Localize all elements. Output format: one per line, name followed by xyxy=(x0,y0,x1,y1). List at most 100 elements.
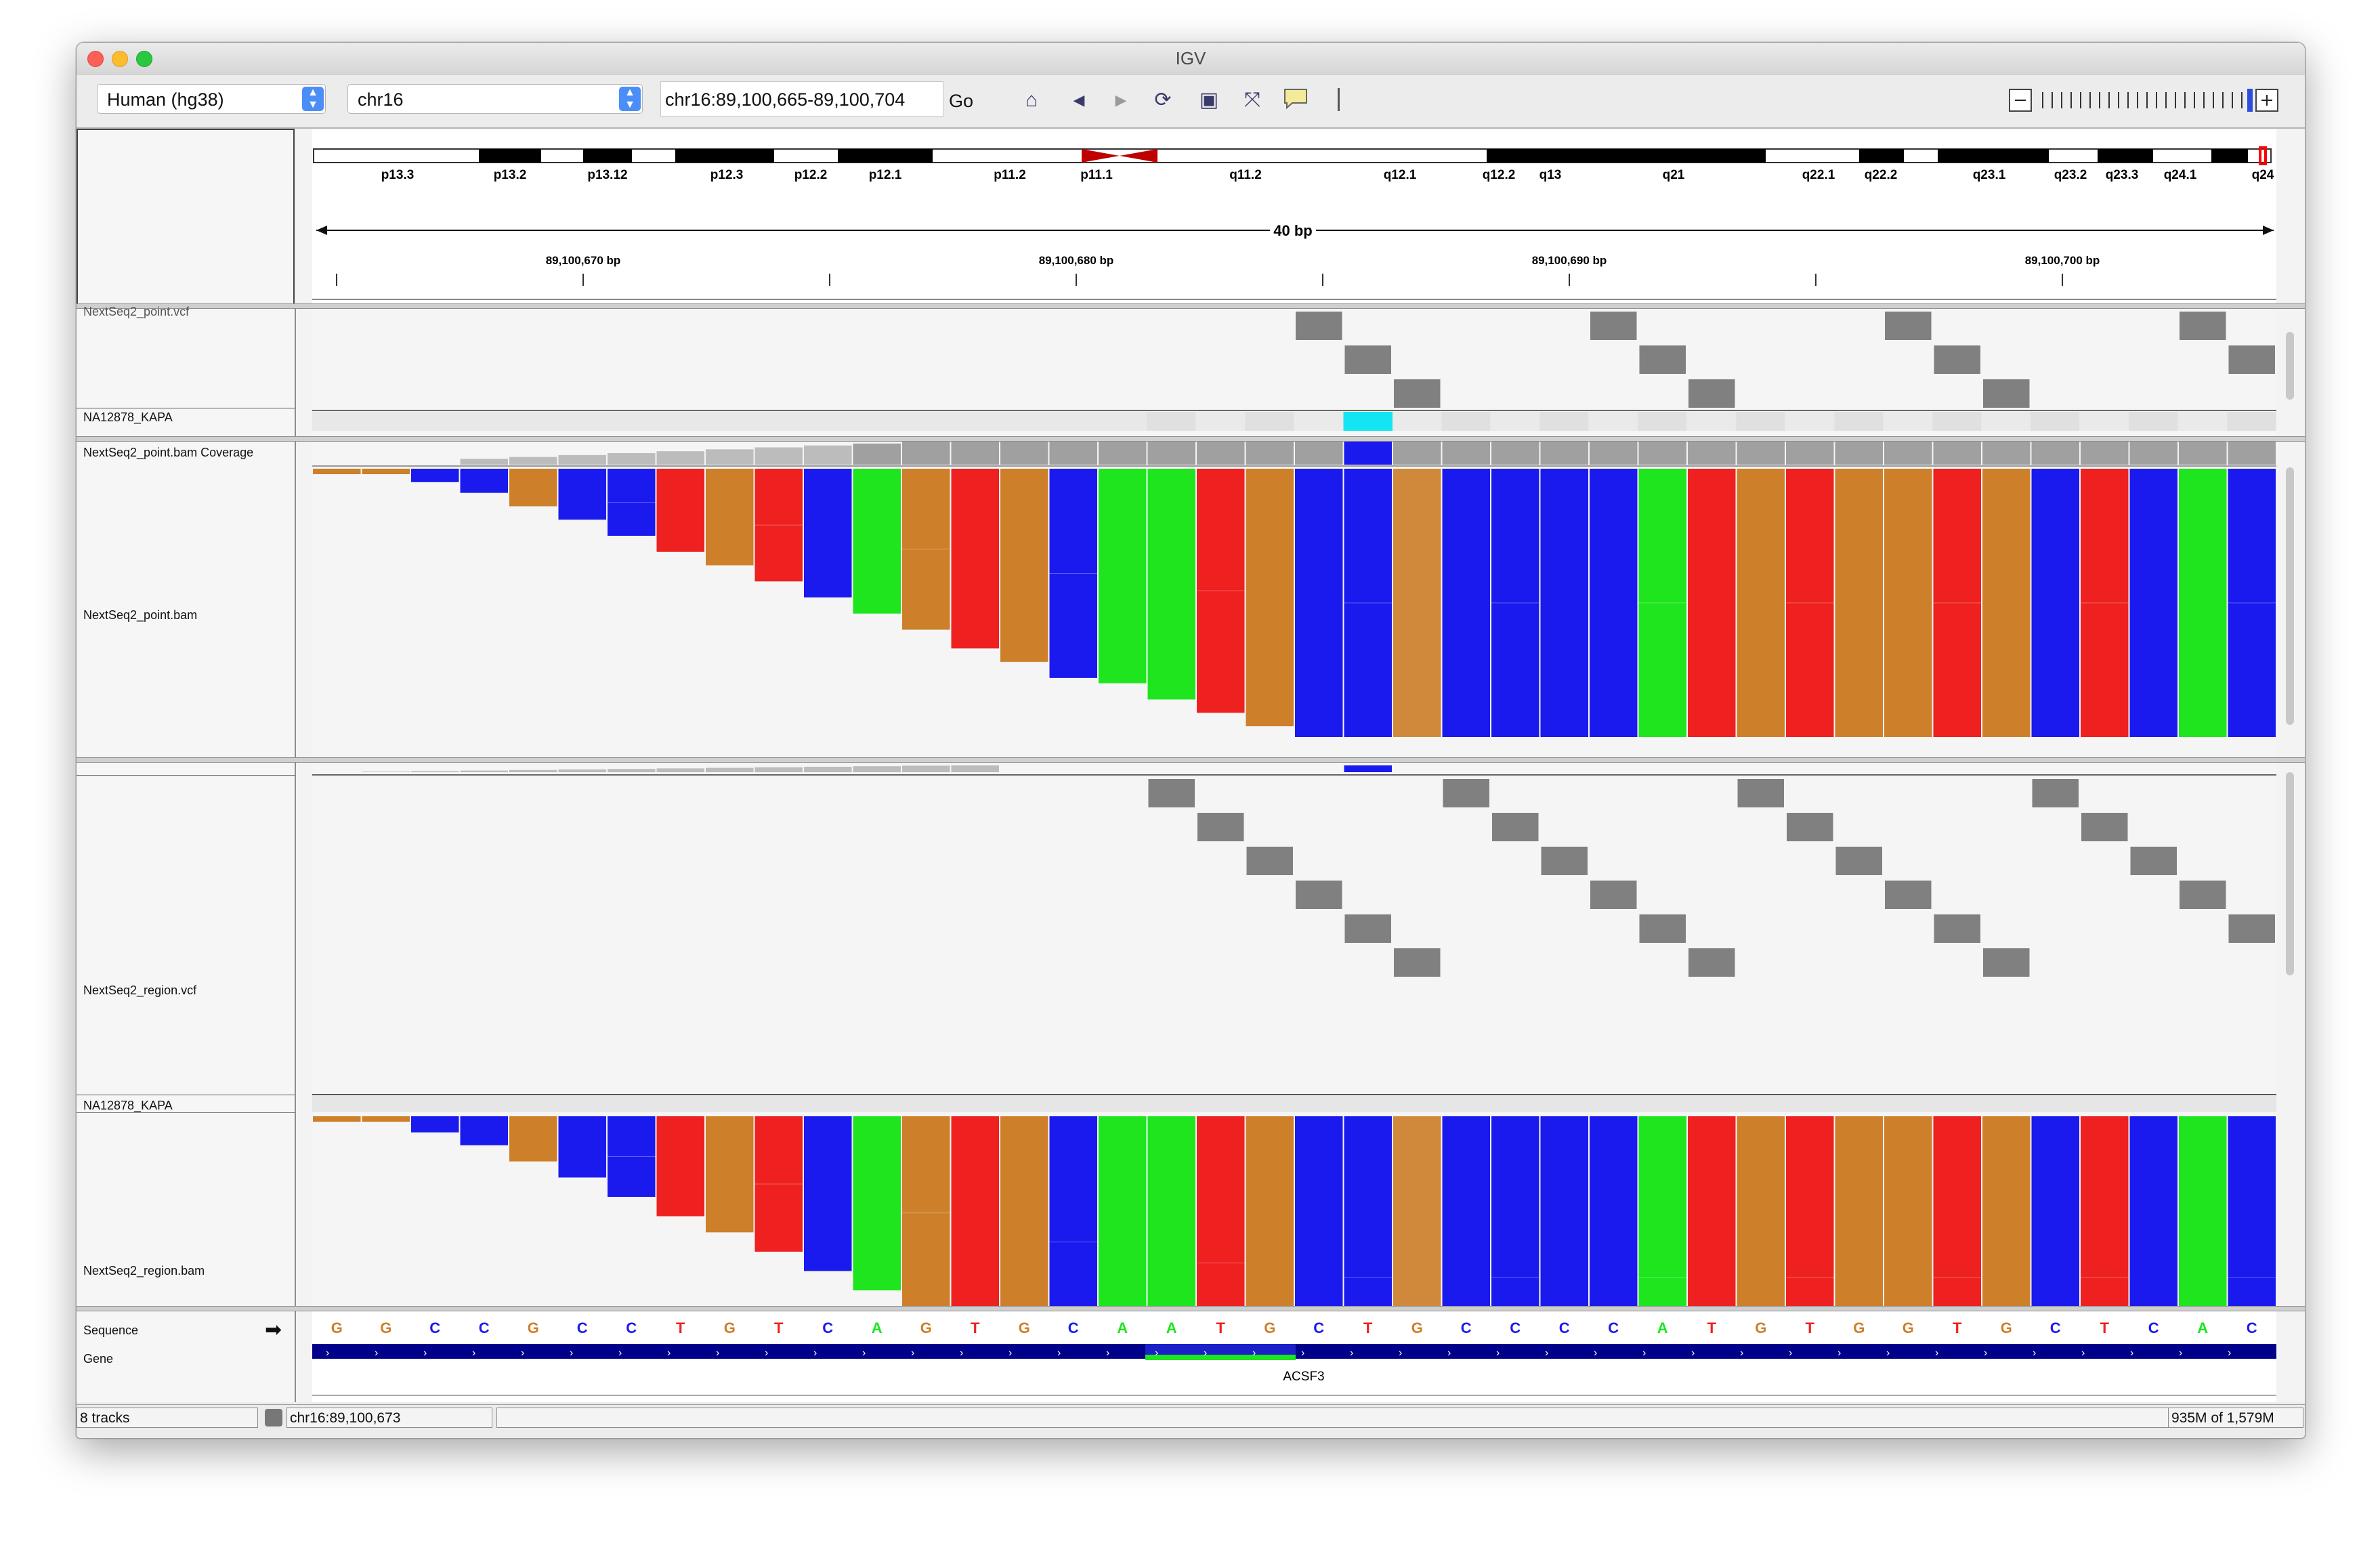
strand-arrow-icon[interactable]: ➡ xyxy=(265,1319,282,1341)
sequence-base: C xyxy=(2050,1319,2061,1336)
coverage-bar xyxy=(2228,442,2276,465)
read-column xyxy=(608,1116,656,1197)
read-column xyxy=(460,1116,508,1145)
read-column xyxy=(1246,1116,1294,1306)
read-column xyxy=(1049,1116,1097,1306)
home-icon[interactable]: ⌂ xyxy=(1025,89,1038,111)
variant-call xyxy=(1835,847,1882,875)
band-label: p12.3 xyxy=(710,168,744,182)
coverage-bar xyxy=(902,765,950,772)
read-column xyxy=(509,1116,557,1162)
variant-call xyxy=(1688,948,1735,977)
panel-divider[interactable] xyxy=(77,1306,2305,1311)
ideogram-band xyxy=(1487,149,1563,163)
genotype-row xyxy=(312,1096,2276,1112)
read-column xyxy=(1099,469,1147,683)
sequence-base: C xyxy=(429,1319,440,1336)
variant-call xyxy=(1934,914,1980,943)
forward-icon[interactable]: ▶ xyxy=(1115,91,1127,108)
popup-text-icon[interactable] xyxy=(1282,87,1309,114)
ruler-tick-label: 89,100,690 bp xyxy=(1532,254,1607,267)
read-column xyxy=(2031,1116,2079,1306)
variant-call xyxy=(1344,345,1391,374)
strand-chevron: › xyxy=(1301,1347,1304,1359)
read-column xyxy=(1688,469,1736,737)
read-column xyxy=(1344,469,1392,737)
zoom-slider[interactable] xyxy=(2008,85,2279,115)
go-button[interactable]: Go xyxy=(949,91,974,111)
back-icon[interactable]: ◀ xyxy=(1073,91,1085,108)
minimize-button[interactable] xyxy=(112,51,128,67)
sequence-base: G xyxy=(1755,1319,1766,1336)
variant-call xyxy=(1197,813,1244,841)
read-column xyxy=(558,469,606,520)
coverage-bar xyxy=(2081,442,2129,465)
sequence-base: G xyxy=(528,1319,539,1336)
refresh-icon[interactable]: ⟳ xyxy=(1154,89,1172,111)
read-column xyxy=(755,1116,803,1252)
variant-call xyxy=(1934,345,1980,374)
roi-icon[interactable]: ▣ xyxy=(1199,89,1219,111)
strand-chevron: › xyxy=(1204,1347,1207,1359)
coverage-bar xyxy=(608,769,656,772)
read-column xyxy=(2031,469,2079,737)
panel-divider[interactable] xyxy=(77,436,2305,442)
coverage-bar xyxy=(460,770,508,772)
vcf-region-label: NextSeq2_region.vcf xyxy=(83,984,197,997)
vcf-point-name-panel: NextSeq2_point.vcf NA12878_KAPA xyxy=(77,305,296,436)
close-button[interactable] xyxy=(87,51,104,67)
strand-chevron: › xyxy=(1496,1347,1500,1359)
strand-chevron: › xyxy=(765,1347,768,1359)
coverage-bar xyxy=(853,766,901,772)
read-column xyxy=(411,469,459,482)
ideogram-band xyxy=(2098,149,2153,163)
read-column xyxy=(2179,1116,2227,1306)
scrollbar[interactable] xyxy=(2286,332,2294,400)
read-column xyxy=(1884,469,1932,737)
read-column xyxy=(362,469,410,474)
scrollbar[interactable] xyxy=(2286,772,2294,975)
variant-call xyxy=(1296,881,1342,909)
band-label: q23.2 xyxy=(2054,168,2087,182)
coverage-bar xyxy=(460,459,508,465)
panel-divider[interactable] xyxy=(77,757,2305,763)
band-label: q12.1 xyxy=(1384,168,1417,182)
read-column xyxy=(1442,1116,1490,1306)
panel-divider[interactable] xyxy=(77,303,2305,309)
coverage-bar xyxy=(509,457,557,465)
sequence-base: T xyxy=(1363,1319,1373,1336)
toolbar: Human (hg38) ▲ ▼ chr16 ▲ ▼ chr16:89,100,66… xyxy=(77,75,2305,129)
genotype-call xyxy=(1343,412,1393,431)
read-column xyxy=(1344,1116,1392,1306)
band-label: q11.2 xyxy=(1229,168,1262,182)
bam-point-track[interactable] xyxy=(312,442,2276,757)
read-column xyxy=(313,469,361,474)
band-label: q24 xyxy=(2252,168,2274,182)
sequence-base: C xyxy=(1559,1319,1570,1336)
region-track[interactable] xyxy=(312,763,2276,1306)
chromosome-dropdown[interactable]: chr16 ▲ ▼ xyxy=(347,84,643,114)
sequence-base: T xyxy=(1707,1319,1717,1336)
variant-call xyxy=(2180,312,2226,340)
locus-input[interactable]: chr16:89,100,665-89,100,704 xyxy=(660,81,943,117)
read-column xyxy=(1491,469,1539,737)
read-column xyxy=(558,1116,606,1178)
header-panel[interactable]: p13.3 p13.2 p13.12 p12.3 p12.2 p12.1 p11.2 p11.… xyxy=(312,129,2276,303)
band-label: p13.2 xyxy=(494,168,527,182)
strand-chevron: › xyxy=(716,1347,719,1359)
coverage-bar xyxy=(853,443,901,465)
coverage-bar xyxy=(1442,442,1490,465)
read-column xyxy=(706,1116,754,1233)
zoom-window-button[interactable] xyxy=(136,51,152,67)
sequence-base: A xyxy=(2197,1319,2208,1336)
read-column xyxy=(1442,469,1490,737)
fit-icon[interactable]: ⤧ xyxy=(1244,89,1260,111)
read-column xyxy=(1737,1116,1785,1306)
scrollbar[interactable] xyxy=(2286,467,2294,725)
chevron-updown-icon: ▲ ▼ xyxy=(619,87,641,111)
vcf-point-track[interactable] xyxy=(312,309,2276,436)
read-column xyxy=(656,469,704,552)
genome-dropdown[interactable]: Human (hg38) ▲ ▼ xyxy=(97,84,326,114)
read-column xyxy=(1835,469,1883,737)
